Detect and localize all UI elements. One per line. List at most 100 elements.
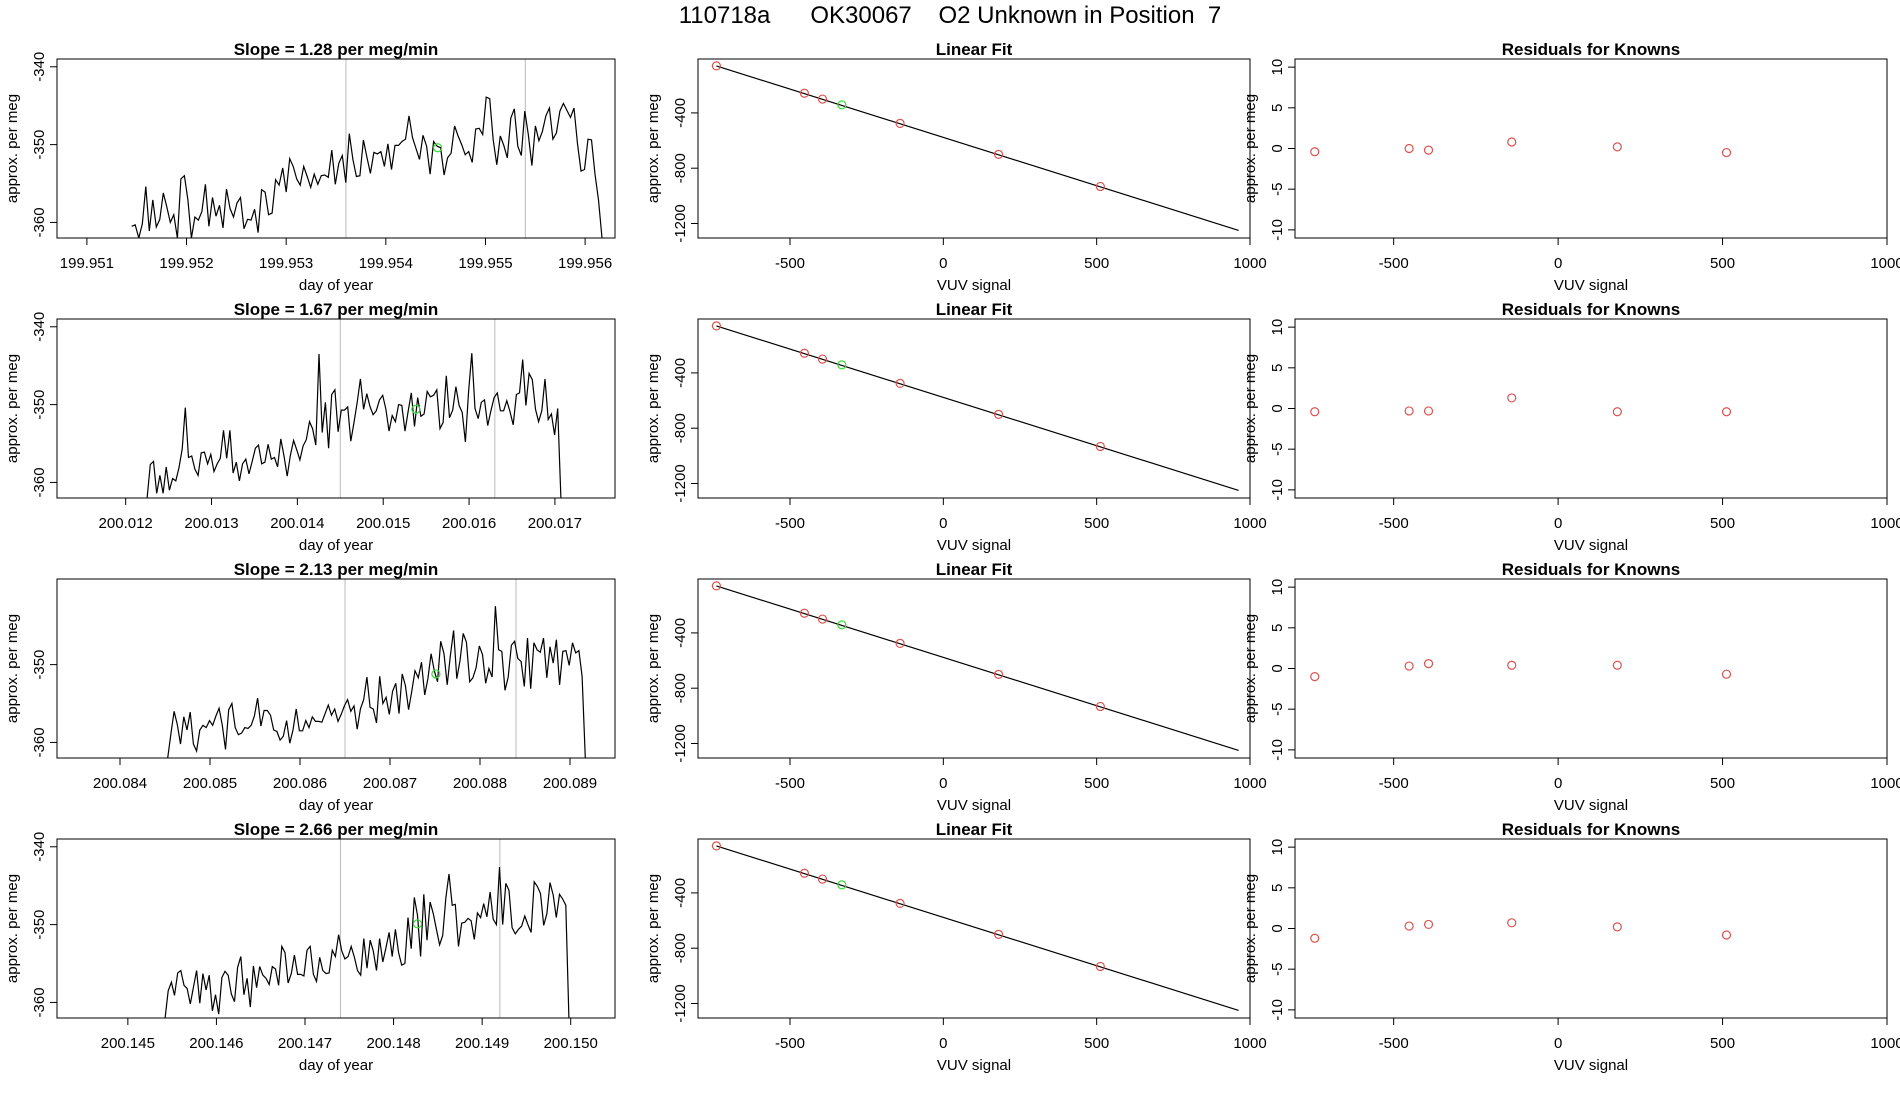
plot-area (711, 61, 1239, 231)
x-tick-label: 500 (1710, 255, 1735, 272)
known-point (1721, 930, 1732, 940)
x-tick-label: 200.147 (278, 1035, 332, 1052)
x-axis-label: VUV signal (1554, 1057, 1628, 1074)
y-tick-label: -1200 (672, 204, 689, 242)
x-tick-label: 200.084 (93, 775, 147, 792)
plot-area (711, 321, 1239, 491)
plot-area (1310, 659, 1732, 682)
panel-title: Residuals for Knowns (1502, 820, 1681, 839)
x-tick-label: 0 (1554, 255, 1562, 272)
plot-frame (1294, 578, 1888, 759)
panel-r1-c3: Residuals for Knowns VUV signal approx. pe… (1242, 40, 1900, 294)
x-tick-label: 199.955 (458, 255, 512, 272)
x-axis-label: VUV signal (937, 1057, 1011, 1074)
x-tick-label: 0 (939, 515, 947, 532)
unknown-sample-point (433, 143, 443, 153)
x-tick-label: 1000 (1233, 1035, 1266, 1052)
y-tick-label: -360 (31, 987, 48, 1017)
known-point (895, 638, 905, 649)
known-point (817, 874, 828, 884)
known-point (817, 354, 828, 364)
plot-frame (1294, 318, 1888, 499)
x-tick-label: 200.017 (528, 515, 582, 532)
x-axis-label: day of year (299, 1057, 373, 1074)
known-point (799, 608, 810, 618)
panel-r4-c1: Slope = 2.66 per meg/min day of year appro… (4, 820, 616, 1074)
x-tick-label: 500 (1084, 515, 1109, 532)
plot-area (1310, 393, 1732, 417)
known-point (1423, 919, 1434, 930)
y-tick-label: -350 (31, 650, 48, 680)
y-tick-label: 0 (1269, 404, 1286, 412)
y-tick-label: -1200 (672, 984, 689, 1022)
x-tick-label: 0 (1554, 775, 1562, 792)
x-tick-label: 200.014 (270, 515, 324, 532)
panel-title: Slope = 1.28 per meg/min (234, 40, 439, 59)
known-point (1095, 181, 1105, 192)
y-axis-label: approx. per meg (1242, 94, 1259, 203)
y-tick-label: -400 (672, 98, 689, 128)
x-tick-label: 500 (1084, 1035, 1109, 1052)
y-tick-label: -400 (672, 618, 689, 648)
known-point (1721, 407, 1732, 417)
unknown-point (837, 360, 847, 370)
y-tick-label: 10 (1269, 839, 1286, 856)
panel-title: Residuals for Knowns (1502, 40, 1681, 59)
panel-title: Linear Fit (936, 300, 1013, 319)
x-tick-label: 1000 (1870, 1035, 1900, 1052)
y-tick-label: -5 (1269, 703, 1286, 716)
panel-title: Linear Fit (936, 560, 1013, 579)
unknown-sample-point (411, 404, 421, 414)
y-tick-label: -340 (31, 52, 48, 82)
x-tick-label: 199.954 (359, 255, 413, 272)
y-tick-label: -350 (31, 390, 48, 420)
plot-area (711, 841, 1239, 1011)
y-axis-label: approx. per meg (645, 874, 662, 983)
known-point (1095, 701, 1105, 712)
known-point (799, 868, 810, 878)
x-axis-label: VUV signal (937, 277, 1011, 294)
panel-title: Slope = 2.13 per meg/min (234, 560, 439, 579)
x-axis-label: day of year (299, 797, 373, 814)
panel-r2-c3: Residuals for Knowns VUV signal approx. pe… (1242, 300, 1900, 554)
plot-frame (56, 578, 616, 759)
y-tick-label: -360 (31, 727, 48, 757)
unknown-sample-point (412, 919, 423, 929)
x-tick-label: 1000 (1233, 775, 1266, 792)
plot-frame (697, 58, 1251, 239)
y-tick-label: 10 (1269, 59, 1286, 76)
known-point (1507, 918, 1517, 928)
known-point (993, 669, 1004, 679)
x-tick-label: -500 (775, 255, 805, 272)
x-tick-label: 200.088 (453, 775, 507, 792)
known-point (895, 378, 905, 389)
plot-area (711, 581, 1239, 751)
known-point (1612, 142, 1622, 152)
panel-r3-c1: Slope = 2.13 per meg/min day of year appro… (4, 560, 616, 814)
known-point (1404, 661, 1414, 671)
data-series-line (131, 96, 603, 238)
known-point (711, 321, 722, 331)
y-tick-label: -360 (31, 207, 48, 237)
x-tick-label: 1000 (1870, 775, 1900, 792)
panel-title: Linear Fit (936, 820, 1013, 839)
plot-frame (56, 58, 616, 239)
plot-frame (56, 838, 616, 1019)
panel-title: Residuals for Knowns (1502, 560, 1681, 579)
known-point (1310, 933, 1320, 943)
panel-title: Linear Fit (936, 40, 1013, 59)
known-point (711, 841, 722, 851)
y-tick-label: -800 (672, 413, 689, 443)
data-series-line (167, 606, 586, 758)
y-tick-label: -350 (31, 130, 48, 160)
x-tick-label: 0 (939, 1035, 947, 1052)
x-axis-label: VUV signal (1554, 277, 1628, 294)
x-tick-label: 200.016 (442, 515, 496, 532)
x-tick-label: 1000 (1870, 515, 1900, 532)
y-axis-label: approx. per meg (4, 614, 21, 723)
y-tick-label: 0 (1269, 144, 1286, 152)
panel-r3-c2: Linear Fit VUV signal approx. per meg -500 0… (645, 560, 1267, 814)
y-axis-label: approx. per meg (1242, 874, 1259, 983)
y-tick-label: -360 (31, 467, 48, 497)
known-point (993, 409, 1004, 419)
